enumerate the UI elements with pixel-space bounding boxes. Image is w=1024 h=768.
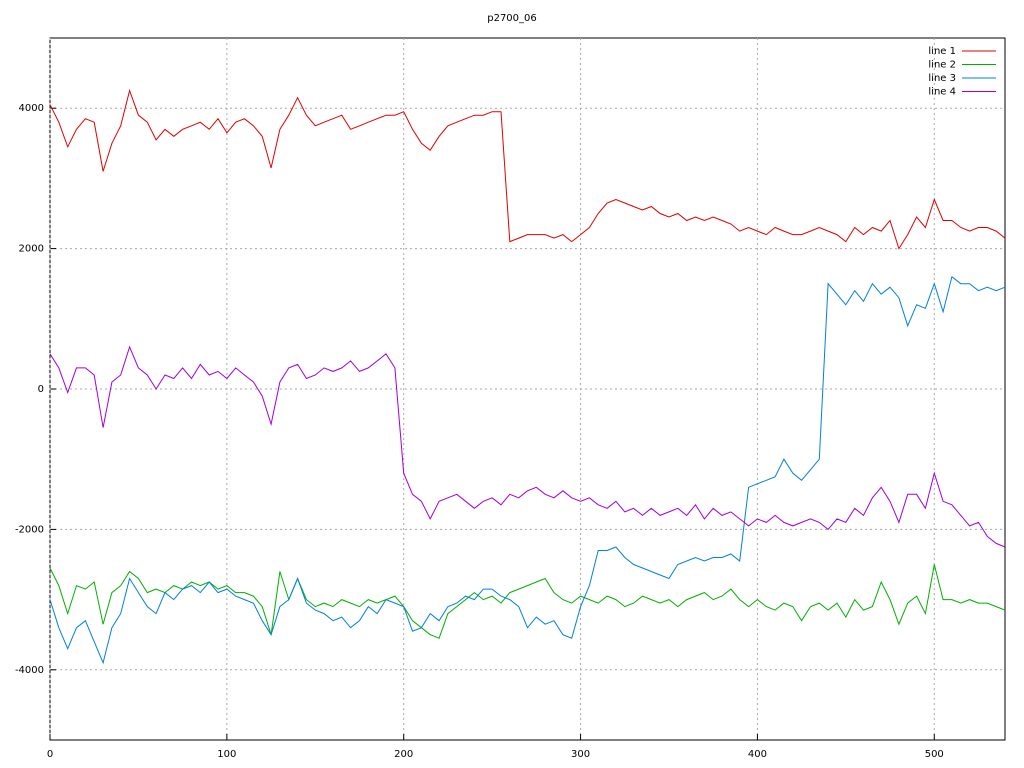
x-tick-label: 100 (217, 749, 236, 760)
legend-label: line 1 (928, 46, 956, 57)
x-tick-label: 500 (925, 749, 944, 760)
legend-label: line 4 (928, 87, 956, 98)
y-tick-label: 4000 (19, 103, 44, 114)
x-tick-label: 200 (394, 749, 413, 760)
data-line (49, 345, 1006, 548)
y-tick-label: 0 (38, 384, 44, 395)
data-line (49, 275, 1006, 665)
chart-title: p2700_06 (487, 13, 537, 24)
x-tick-label: 300 (571, 749, 590, 760)
data-line (49, 88, 1006, 250)
legend-label: line 3 (928, 73, 956, 84)
y-tick-label: 2000 (19, 244, 44, 255)
x-tick-label: 0 (47, 749, 53, 760)
y-tick-label: -4000 (15, 665, 44, 676)
y-tick-label: -2000 (15, 524, 44, 535)
legend-label: line 2 (928, 60, 956, 71)
x-tick-label: 400 (748, 749, 767, 760)
